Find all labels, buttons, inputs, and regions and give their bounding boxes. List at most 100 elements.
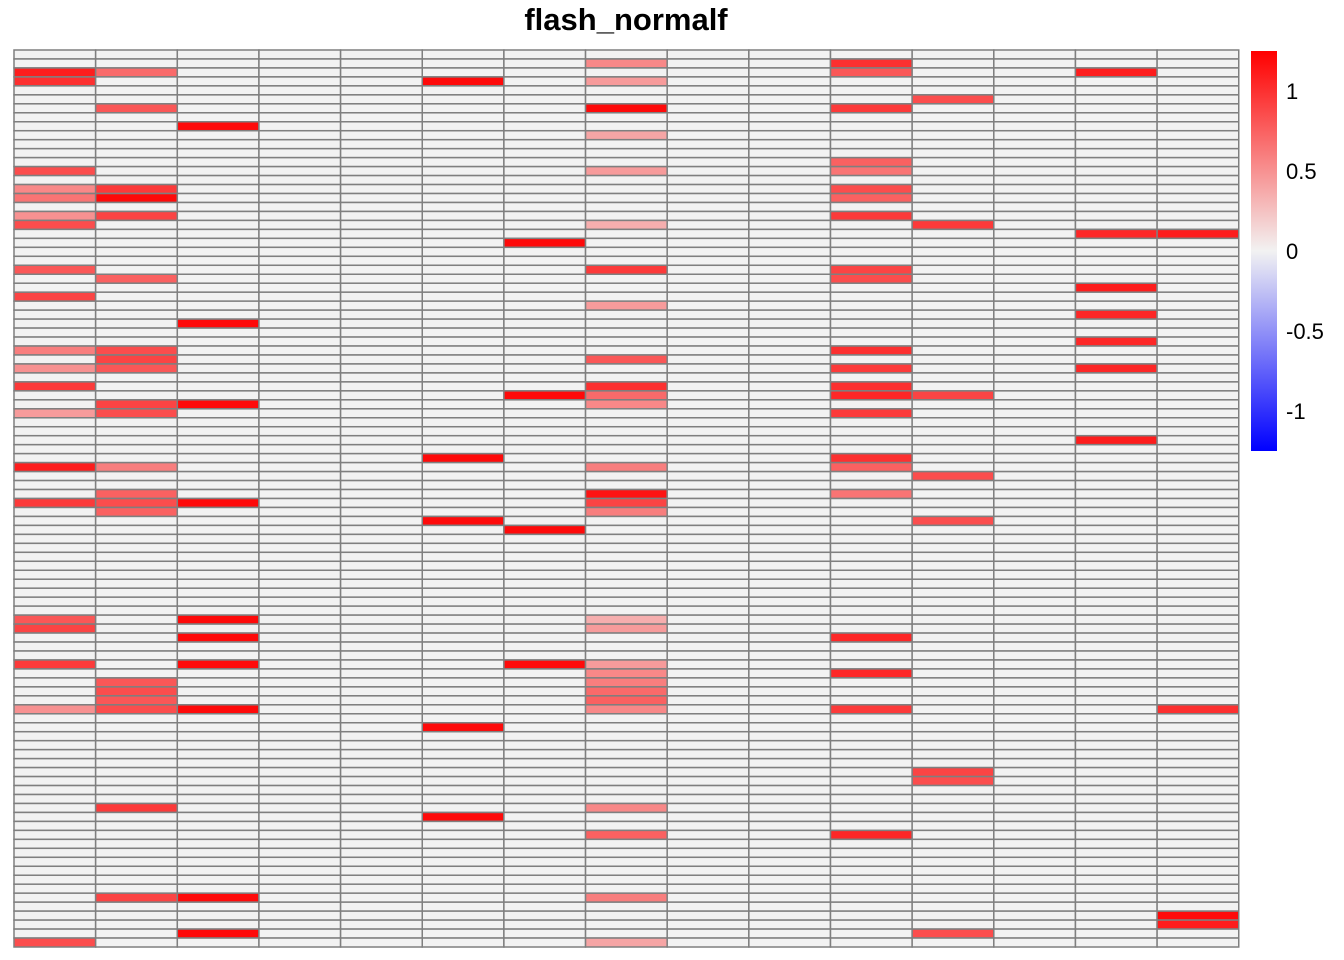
heatmap-cell	[911, 228, 995, 240]
heatmap-cell	[584, 865, 668, 876]
heatmap-cell	[258, 282, 342, 293]
heatmap-cell	[1074, 614, 1158, 625]
heatmap-cell	[339, 560, 424, 572]
heatmap-cell	[1156, 336, 1240, 347]
heatmap-cell	[339, 695, 424, 706]
heatmap-cell	[1074, 192, 1158, 204]
heatmap-cells	[13, 49, 1240, 948]
heatmap-cell	[339, 246, 424, 258]
heatmap-cell	[911, 282, 995, 293]
heatmap-cell	[666, 650, 750, 661]
heatmap-cell	[993, 811, 1077, 823]
heatmap-cell	[94, 183, 179, 195]
heatmap-cell	[1156, 766, 1240, 778]
heatmap-cell	[911, 802, 995, 814]
heatmap-cell	[748, 488, 832, 500]
heatmap-cell	[911, 874, 995, 885]
heatmap-cell	[258, 695, 342, 706]
heatmap-cell	[584, 739, 668, 751]
heatmap-cell	[1074, 874, 1158, 885]
heatmap-cell	[1156, 210, 1240, 222]
heatmap-cell	[666, 587, 750, 598]
heatmap-cell	[503, 775, 587, 787]
heatmap-cell	[1156, 937, 1240, 948]
heatmap-cell	[993, 121, 1077, 132]
heatmap-cell	[748, 210, 832, 222]
heatmap-cell	[1156, 282, 1240, 293]
heatmap-cell	[993, 730, 1077, 742]
heatmap-cell	[339, 282, 424, 293]
heatmap-cell	[911, 901, 995, 912]
heatmap-cell	[1074, 829, 1158, 841]
heatmap-cell	[1074, 865, 1158, 876]
heatmap-cell	[993, 524, 1077, 536]
heatmap-cell	[748, 76, 832, 87]
heatmap-cell	[993, 686, 1077, 697]
heatmap-cell	[94, 775, 179, 787]
heatmap-cell	[258, 722, 342, 733]
heatmap-cell	[176, 210, 260, 222]
heatmap-cell	[911, 883, 995, 894]
heatmap-cell	[503, 838, 587, 850]
heatmap-cell	[176, 802, 260, 814]
heatmap-cell	[993, 300, 1077, 311]
heatmap-cell	[94, 345, 179, 356]
heatmap-cell	[503, 264, 587, 275]
heatmap-cell	[911, 201, 995, 213]
heatmap-cell	[584, 147, 668, 159]
heatmap-cell	[13, 865, 97, 876]
heatmap-cell	[1156, 650, 1240, 661]
heatmap-cell	[993, 695, 1077, 706]
heatmap-cell	[503, 121, 587, 132]
heatmap-cell	[421, 713, 505, 724]
heatmap-cell	[911, 165, 995, 177]
heatmap-cell	[748, 614, 832, 625]
heatmap-cell	[829, 838, 913, 850]
heatmap-cell	[829, 605, 913, 616]
heatmap-cell	[1156, 237, 1240, 249]
heatmap-cell	[94, 85, 179, 96]
heatmap-cell	[1074, 372, 1158, 383]
heatmap-cell	[94, 434, 179, 446]
heatmap-cell	[421, 228, 505, 240]
heatmap-cell	[1156, 874, 1240, 885]
heatmap-cell	[748, 497, 832, 509]
heatmap-cell	[339, 847, 424, 859]
heatmap-cell	[1156, 659, 1240, 670]
heatmap-cell	[176, 417, 260, 428]
heatmap-cell	[1156, 686, 1240, 697]
heatmap-cell	[829, 291, 913, 302]
heatmap-cell	[503, 479, 587, 491]
heatmap-cell	[993, 390, 1077, 401]
heatmap-cell	[666, 865, 750, 876]
heatmap-cell	[339, 443, 424, 455]
heatmap-cell	[1156, 363, 1240, 374]
heatmap-cell	[13, 327, 97, 338]
heatmap-cell	[1074, 695, 1158, 706]
heatmap-cell	[993, 641, 1077, 652]
heatmap-cell	[94, 452, 179, 464]
heatmap-cell	[1074, 174, 1158, 186]
heatmap-cell	[748, 417, 832, 428]
heatmap-cell	[421, 76, 505, 87]
heatmap-cell	[421, 237, 505, 249]
heatmap-cell	[339, 129, 424, 141]
heatmap-cell	[666, 560, 750, 572]
heatmap-cell	[911, 722, 995, 733]
heatmap-cell	[748, 470, 832, 482]
heatmap-cell	[993, 542, 1077, 554]
heatmap-cell	[584, 587, 668, 598]
heatmap-cell	[339, 596, 424, 607]
heatmap-cell	[94, 76, 179, 87]
heatmap-cell	[993, 632, 1077, 643]
heatmap-cell	[829, 811, 913, 823]
heatmap-cell	[421, 318, 505, 329]
heatmap-cell	[176, 596, 260, 607]
heatmap-cell	[584, 336, 668, 347]
heatmap-cell	[503, 560, 587, 572]
heatmap-cell	[584, 668, 668, 679]
heatmap-cell	[421, 784, 505, 796]
heatmap-cell	[94, 506, 179, 518]
heatmap-cell	[258, 730, 342, 742]
heatmap-cell	[421, 668, 505, 679]
